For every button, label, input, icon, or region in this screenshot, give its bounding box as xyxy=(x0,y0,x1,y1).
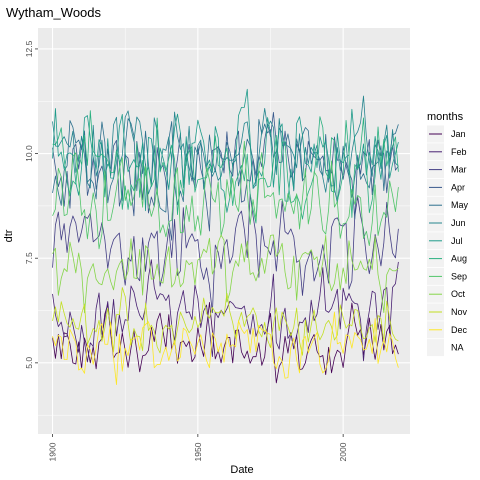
legend-label-na: NA xyxy=(451,343,464,353)
y-tick-label: 5.0 xyxy=(24,357,34,369)
y-axis-label: dtr xyxy=(3,229,15,242)
y-tick-label: 10.0 xyxy=(24,145,34,162)
legend-label-aug: Aug xyxy=(451,254,467,264)
legend: months Jan Feb Mar Apr May Jun Jul Aug Sep Oct Nov… xyxy=(427,111,469,356)
legend-key-bg xyxy=(427,339,444,356)
legend-label-dec: Dec xyxy=(451,325,468,335)
x-axis-label: Date xyxy=(230,464,253,476)
x-tick-label: 2000 xyxy=(338,442,348,461)
legend-label-jul: Jul xyxy=(451,236,463,246)
y-tick-label: 12.5 xyxy=(24,40,34,57)
legend-label-oct: Oct xyxy=(451,289,466,299)
legend-label-sep: Sep xyxy=(451,271,467,281)
legend-label-feb: Feb xyxy=(451,147,467,157)
chart-title: Wytham_Woods xyxy=(6,5,102,20)
x-tick-label: 1950 xyxy=(193,442,203,461)
y-axis-ticks: 5.0 7.5 10.0 12.5 xyxy=(24,40,38,368)
legend-label-mar: Mar xyxy=(451,165,467,175)
x-tick-label: 1900 xyxy=(48,442,58,461)
y-tick-label: 7.5 xyxy=(24,252,34,264)
legend-label-jun: Jun xyxy=(451,218,466,228)
x-axis-ticks: 1900 1950 2000 xyxy=(48,434,349,461)
legend-label-jan: Jan xyxy=(451,129,466,139)
legend-label-nov: Nov xyxy=(451,307,468,317)
legend-title: months xyxy=(427,111,464,123)
legend-label-may: May xyxy=(451,200,469,210)
legend-label-apr: Apr xyxy=(451,182,465,192)
